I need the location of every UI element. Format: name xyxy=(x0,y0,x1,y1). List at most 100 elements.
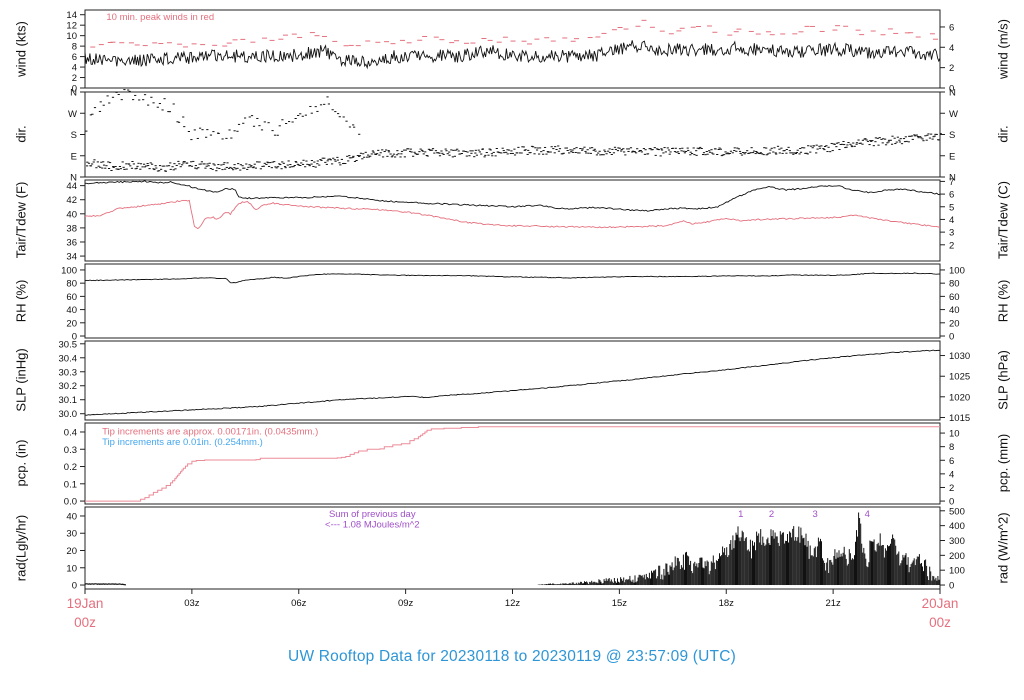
ytick-right-pcp: 6 xyxy=(949,456,954,467)
ytick-left-wind: 12 xyxy=(66,21,77,32)
ytick-right-rh: 100 xyxy=(949,265,965,276)
ytick-left-wind: 8 xyxy=(72,42,77,53)
annotation-rad-1: <--- 1.08 MJoules/m^2 xyxy=(325,520,419,531)
ytick-right-rh: 60 xyxy=(949,292,960,303)
ytick-right-rh: 80 xyxy=(949,279,960,290)
ytick-right-rad: 0 xyxy=(949,581,954,592)
ytick-right-rh: 40 xyxy=(949,305,960,316)
series-radiation-early xyxy=(84,583,127,586)
ytick-right-temp: 2 xyxy=(949,240,954,251)
ytick-right-pcp: 8 xyxy=(949,442,954,453)
annotation-rad-4: 3 xyxy=(813,509,818,520)
series-tdew xyxy=(84,199,940,230)
xtick-hour: 21z xyxy=(825,598,841,609)
annotation-rad-5: 4 xyxy=(865,509,870,520)
ytick-left-wind: 10 xyxy=(66,31,77,42)
xtick-hour: 06z xyxy=(291,598,307,609)
series-wind-direction xyxy=(85,133,942,172)
annotation-pcp-0: Tip increments are approx. 0.00171in. (0… xyxy=(102,426,318,437)
ytick-right-rad: 200 xyxy=(949,551,965,562)
series-wind-sustained xyxy=(84,40,941,70)
ytick-left-wind: 0 xyxy=(72,84,77,95)
series-wind-direction-variable xyxy=(85,89,361,141)
ytick-right-wind: 4 xyxy=(949,43,954,54)
ytick-right-rh: 20 xyxy=(949,318,960,329)
ytick-left-pcp: 0.0 xyxy=(64,497,77,508)
xtick-hour: 03z xyxy=(184,598,200,609)
ytick-left-rh: 20 xyxy=(66,318,77,329)
ytick-right-dir: E xyxy=(949,151,955,162)
ytick-right-rad: 400 xyxy=(949,521,965,532)
ytick-left-rh: 0 xyxy=(72,332,77,343)
ytick-right-pcp: 10 xyxy=(949,429,960,440)
ytick-right-temp: 3 xyxy=(949,228,954,239)
x-axis: 19Jan 00z 03z 06z 09z 12z 15z 18z 21z 20Jan 00z xyxy=(67,589,959,630)
series-solar-radiation xyxy=(537,512,940,586)
ytick-right-slp: 1020 xyxy=(949,392,970,403)
ylabel-rad-wm2: rad (W/m^2) xyxy=(995,512,1011,584)
ytick-right-pcp: 2 xyxy=(949,483,954,494)
annotation-pcp-1: Tip increments are 0.01in. (0.254mm.) xyxy=(102,437,263,448)
xtick-hour: 09z xyxy=(398,598,414,609)
annotation-wind-0: 10 min. peak winds in red xyxy=(106,12,214,23)
ytick-left-rad: 20 xyxy=(66,546,77,557)
ytick-right-rad: 100 xyxy=(949,566,965,577)
xtick-hour: 15z xyxy=(612,598,628,609)
annotation-rad-0: Sum of previous day xyxy=(329,509,416,520)
ytick-left-pcp: 0.2 xyxy=(64,462,77,473)
ytick-right-dir: N xyxy=(949,88,956,99)
ylabel-dir-right: dir. xyxy=(995,125,1011,143)
page-title: UW Rooftop Data for 20230118 to 20230119… xyxy=(288,648,736,665)
ylabel-rh-left: RH (%) xyxy=(13,279,29,323)
ylabel-slp-inhg: SLP (inHg) xyxy=(13,348,29,412)
ylabel-rh-right: RH (%) xyxy=(995,279,1011,323)
ytick-right-rad: 300 xyxy=(949,536,965,547)
ytick-right-dir: S xyxy=(949,130,955,141)
ytick-left-temp: 40 xyxy=(66,209,77,220)
ytick-left-dir: E xyxy=(71,151,77,162)
ytick-right-wind: 6 xyxy=(949,22,954,33)
ytick-left-rh: 100 xyxy=(61,265,77,276)
ytick-left-pcp: 0.3 xyxy=(64,445,77,456)
ytick-right-pcp: 0 xyxy=(949,497,954,508)
ytick-left-pcp: 0.1 xyxy=(64,479,77,490)
annotation-rad-2: 1 xyxy=(738,509,743,520)
ytick-left-dir: N xyxy=(70,173,77,184)
panel-slp: 30.0 30.1 30.2 30.3 30.4 30.5 1015 1020 1025 1030 xyxy=(59,339,971,424)
ytick-left-slp: 30.3 xyxy=(59,367,78,378)
panel-pcp: 0.0 0.1 0.2 0.3 0.4 0 2 4 6 8 10 Tip increments are… xyxy=(64,422,960,508)
ytick-left-dir: S xyxy=(71,130,77,141)
ylabel-wind-ms: wind (m/s) xyxy=(995,19,1011,79)
ytick-left-wind: 14 xyxy=(66,10,77,21)
series-sea-level-pressure xyxy=(84,349,941,416)
xtick-date: 20Jan 00z xyxy=(922,596,959,630)
ytick-left-slp: 30.5 xyxy=(59,339,78,350)
ytick-left-rad: 40 xyxy=(66,511,77,522)
ytick-left-rad: 10 xyxy=(66,563,77,574)
ylabel-tair-c: Tair/Tdew (C) xyxy=(995,180,1011,260)
ytick-left-pcp: 0.4 xyxy=(64,427,77,438)
ytick-right-slp: 1030 xyxy=(949,351,970,362)
series-precip-accum xyxy=(85,426,940,502)
ytick-left-temp: 42 xyxy=(66,195,77,206)
ytick-right-dir: N xyxy=(949,173,956,184)
ytick-left-wind: 6 xyxy=(72,52,77,63)
ylabel-pcp-in: pcp. (in) xyxy=(13,439,29,487)
ylabel-wind-kts: wind (kts) xyxy=(13,21,29,77)
ytick-right-rh: 0 xyxy=(949,332,954,343)
ytick-left-rad: 0 xyxy=(72,581,77,592)
ytick-left-dir: N xyxy=(70,88,77,99)
ytick-right-pcp: 4 xyxy=(949,469,954,480)
ylabel-tair-f: Tair/Tdew (F) xyxy=(13,181,29,259)
ytick-right-slp: 1015 xyxy=(949,413,970,424)
ylabel-slp-hpa: SLP (hPa) xyxy=(995,350,1011,410)
ytick-left-rh: 40 xyxy=(66,305,77,316)
annotation-rad-3: 2 xyxy=(769,509,774,520)
series-tair xyxy=(85,180,941,212)
ytick-left-slp: 30.2 xyxy=(59,381,78,392)
ytick-left-rad: 30 xyxy=(66,529,77,540)
ytick-right-slp: 1025 xyxy=(949,372,970,383)
